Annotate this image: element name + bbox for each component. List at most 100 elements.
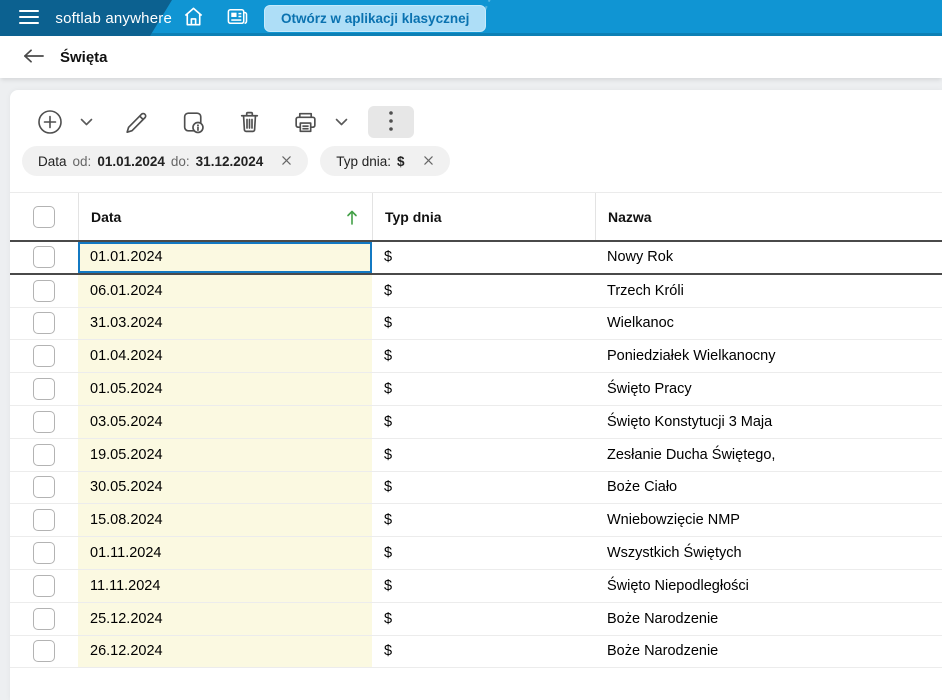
cell-name[interactable]: Święto Niepodległości (607, 577, 749, 594)
cell-name[interactable]: Zesłanie Ducha Świętego, (607, 446, 776, 463)
pencil-icon (123, 109, 150, 136)
table-row[interactable]: 26.12.2024 $ Boże Narodzenie (10, 635, 942, 669)
row-checkbox[interactable] (33, 378, 55, 401)
cell-data[interactable]: 06.01.2024 (78, 274, 372, 307)
row-select-cell (10, 406, 78, 438)
cell-name[interactable]: Boże Narodzenie (607, 610, 719, 627)
table-row[interactable]: 06.01.2024 $ Trzech Króli (10, 274, 942, 308)
cell-day-type[interactable]: $ (384, 413, 393, 430)
delete-button[interactable] (231, 104, 268, 140)
table-row[interactable]: 31.03.2024 $ Wielkanoc (10, 307, 942, 341)
column-header-label: Typ dnia (385, 208, 442, 225)
cell-day-type[interactable]: $ (384, 446, 393, 463)
cell-day-type[interactable]: $ (384, 282, 393, 299)
cell-data[interactable]: 31.03.2024 (78, 307, 372, 340)
cell-data[interactable]: 01.04.2024 (78, 340, 372, 373)
cell-name[interactable]: Trzech Króli (607, 282, 684, 299)
home-button[interactable] (176, 3, 210, 33)
cell-data[interactable]: 03.05.2024 (78, 405, 372, 438)
cell-day-type[interactable]: $ (384, 643, 393, 660)
cell-data[interactable]: 15.08.2024 (78, 504, 372, 537)
cell-name[interactable]: Święto Pracy (607, 381, 692, 398)
edit-button[interactable] (117, 104, 156, 140)
cell-data[interactable]: 19.05.2024 (78, 438, 372, 471)
print-button[interactable] (286, 104, 325, 140)
column-header-name[interactable]: Nazwa (595, 193, 942, 240)
column-header-day-type[interactable]: Typ dnia (372, 193, 595, 240)
cell-name[interactable]: Boże Narodzenie (607, 643, 719, 660)
cell-day-type[interactable]: $ (384, 249, 393, 266)
table-row[interactable]: 03.05.2024 $ Święto Konstytucji 3 Maja (10, 405, 942, 439)
row-checkbox[interactable] (33, 640, 55, 663)
cell-data[interactable]: 11.11.2024 (78, 569, 372, 602)
table-row[interactable]: 15.08.2024 $ Wniebowzięcie NMP (10, 504, 942, 538)
remove-day-type-filter-button[interactable] (421, 152, 436, 171)
cell-day-type[interactable]: $ (384, 512, 393, 529)
cell-data[interactable]: 25.12.2024 (78, 602, 372, 635)
cell-data[interactable]: 30.05.2024 (78, 471, 372, 504)
row-select-cell (10, 373, 78, 405)
cell-day-type[interactable]: $ (384, 315, 393, 332)
back-button[interactable] (22, 48, 45, 67)
cell-name[interactable]: Wielkanoc (607, 315, 674, 332)
cell-day-type[interactable]: $ (384, 610, 393, 627)
table-row[interactable]: 25.12.2024 $ Boże Narodzenie (10, 602, 942, 636)
table-row[interactable]: 19.05.2024 $ Zesłanie Ducha Świętego, (10, 438, 942, 472)
row-checkbox[interactable] (33, 246, 55, 269)
cell-day-type[interactable]: $ (384, 577, 393, 594)
filter-chip-day-type[interactable]: Typ dnia: $ (320, 146, 450, 176)
close-icon (281, 154, 292, 169)
table-row[interactable]: 11.11.2024 $ Święto Niepodległości (10, 569, 942, 603)
row-select-cell (10, 636, 78, 668)
cell-data[interactable]: 01.05.2024 (78, 373, 372, 405)
holidays-table: Data Typ dnia Nazwa 01.01.2024 (10, 192, 942, 669)
add-dropdown-button[interactable] (74, 104, 99, 140)
add-button[interactable] (30, 104, 70, 140)
trash-icon (237, 109, 262, 135)
cell-name[interactable]: Poniedziałek Wielkanocny (607, 348, 776, 365)
back-arrow-icon (22, 48, 45, 67)
table-row[interactable]: 01.11.2024 $ Wszystkich Świętych (10, 537, 942, 570)
cell-day-type[interactable]: $ (384, 545, 393, 562)
cell-day-type[interactable]: $ (384, 381, 393, 398)
cell-data[interactable]: 01.11.2024 (78, 537, 372, 569)
cell-name[interactable]: Wniebowzięcie NMP (607, 512, 740, 529)
more-actions-button[interactable] (368, 106, 414, 138)
table-row[interactable]: 01.04.2024 $ Poniedziałek Wielkanocny (10, 340, 942, 374)
row-checkbox[interactable] (33, 574, 55, 597)
row-checkbox[interactable] (33, 509, 55, 532)
sort-ascending-icon[interactable] (346, 209, 358, 225)
row-checkbox[interactable] (33, 542, 55, 565)
cell-day-type[interactable]: $ (384, 479, 393, 496)
hamburger-menu-button[interactable] (14, 3, 43, 33)
open-classic-app-button[interactable]: Otwórz w aplikacji klasycznej (264, 4, 487, 32)
news-button[interactable] (220, 3, 254, 33)
row-checkbox[interactable] (33, 607, 55, 630)
topbar-brand-area: softlab anywhere (0, 3, 172, 33)
row-checkbox[interactable] (33, 345, 55, 368)
print-dropdown-button[interactable] (329, 104, 354, 140)
row-checkbox[interactable] (33, 410, 55, 433)
cell-day-type[interactable]: $ (384, 348, 393, 365)
cell-name[interactable]: Nowy Rok (607, 249, 674, 266)
table-row[interactable]: 01.01.2024 $ Nowy Rok (10, 242, 942, 275)
add-icon (36, 108, 64, 136)
row-checkbox[interactable] (33, 476, 55, 499)
column-header-data[interactable]: Data (78, 193, 372, 240)
filter-chip-date[interactable]: Data od: 01.01.2024 do: 31.12.2024 (22, 146, 309, 176)
details-button[interactable] (174, 104, 213, 140)
cell-data[interactable]: 01.01.2024 (78, 242, 372, 273)
row-checkbox[interactable] (33, 279, 55, 302)
table-row[interactable]: 30.05.2024 $ Boże Ciało (10, 471, 942, 505)
select-all-checkbox[interactable] (33, 205, 55, 228)
row-checkbox[interactable] (33, 443, 55, 466)
filter-to-value: 31.12.2024 (195, 153, 264, 169)
table-row[interactable]: 01.05.2024 $ Święto Pracy (10, 373, 942, 406)
row-checkbox[interactable] (33, 312, 55, 335)
cell-name[interactable]: Święto Konstytucji 3 Maja (607, 413, 773, 430)
cell-data[interactable]: 26.12.2024 (78, 635, 372, 668)
cell-name[interactable]: Boże Ciało (607, 479, 678, 496)
filter-value: $ (397, 153, 405, 169)
cell-name[interactable]: Wszystkich Świętych (607, 545, 742, 562)
remove-date-filter-button[interactable] (279, 152, 294, 171)
